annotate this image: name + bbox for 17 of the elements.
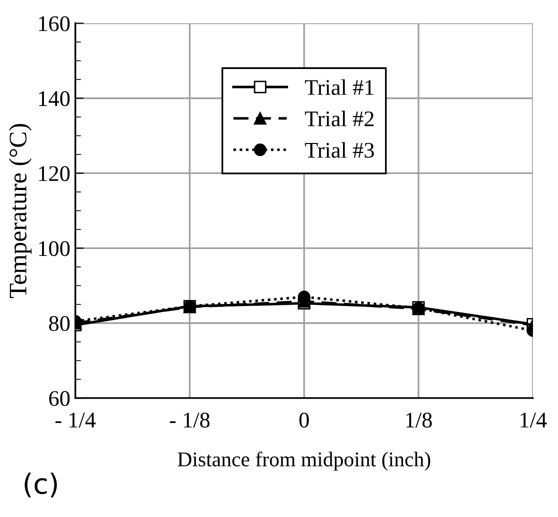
legend-label: Trial #3 [304, 142, 374, 158]
x-tick-label: 1/4 [520, 412, 547, 428]
y-tick-label: 80 [49, 316, 70, 332]
x-tick-label: 1/8 [406, 412, 432, 428]
x-axis-title: Distance from midpoint (inch) [178, 452, 430, 471]
y-tick-label: 120 [39, 166, 70, 182]
y-tick-label: 160 [39, 16, 70, 32]
legend-label: Trial #1 [304, 79, 374, 95]
y-tick-label: 140 [39, 91, 70, 106]
text: (c) [24, 472, 57, 498]
x-tick-label: - 1/4 [55, 412, 96, 428]
x-tick-label: 0 [299, 412, 309, 428]
y-tick-label: 60 [49, 391, 70, 406]
legend-label: Trial #2 [304, 110, 374, 126]
y-axis-title: Temperature (°C) [8, 124, 32, 298]
x-tick-label: - 1/8 [170, 412, 210, 428]
y-tick-label: 100 [39, 241, 70, 256]
